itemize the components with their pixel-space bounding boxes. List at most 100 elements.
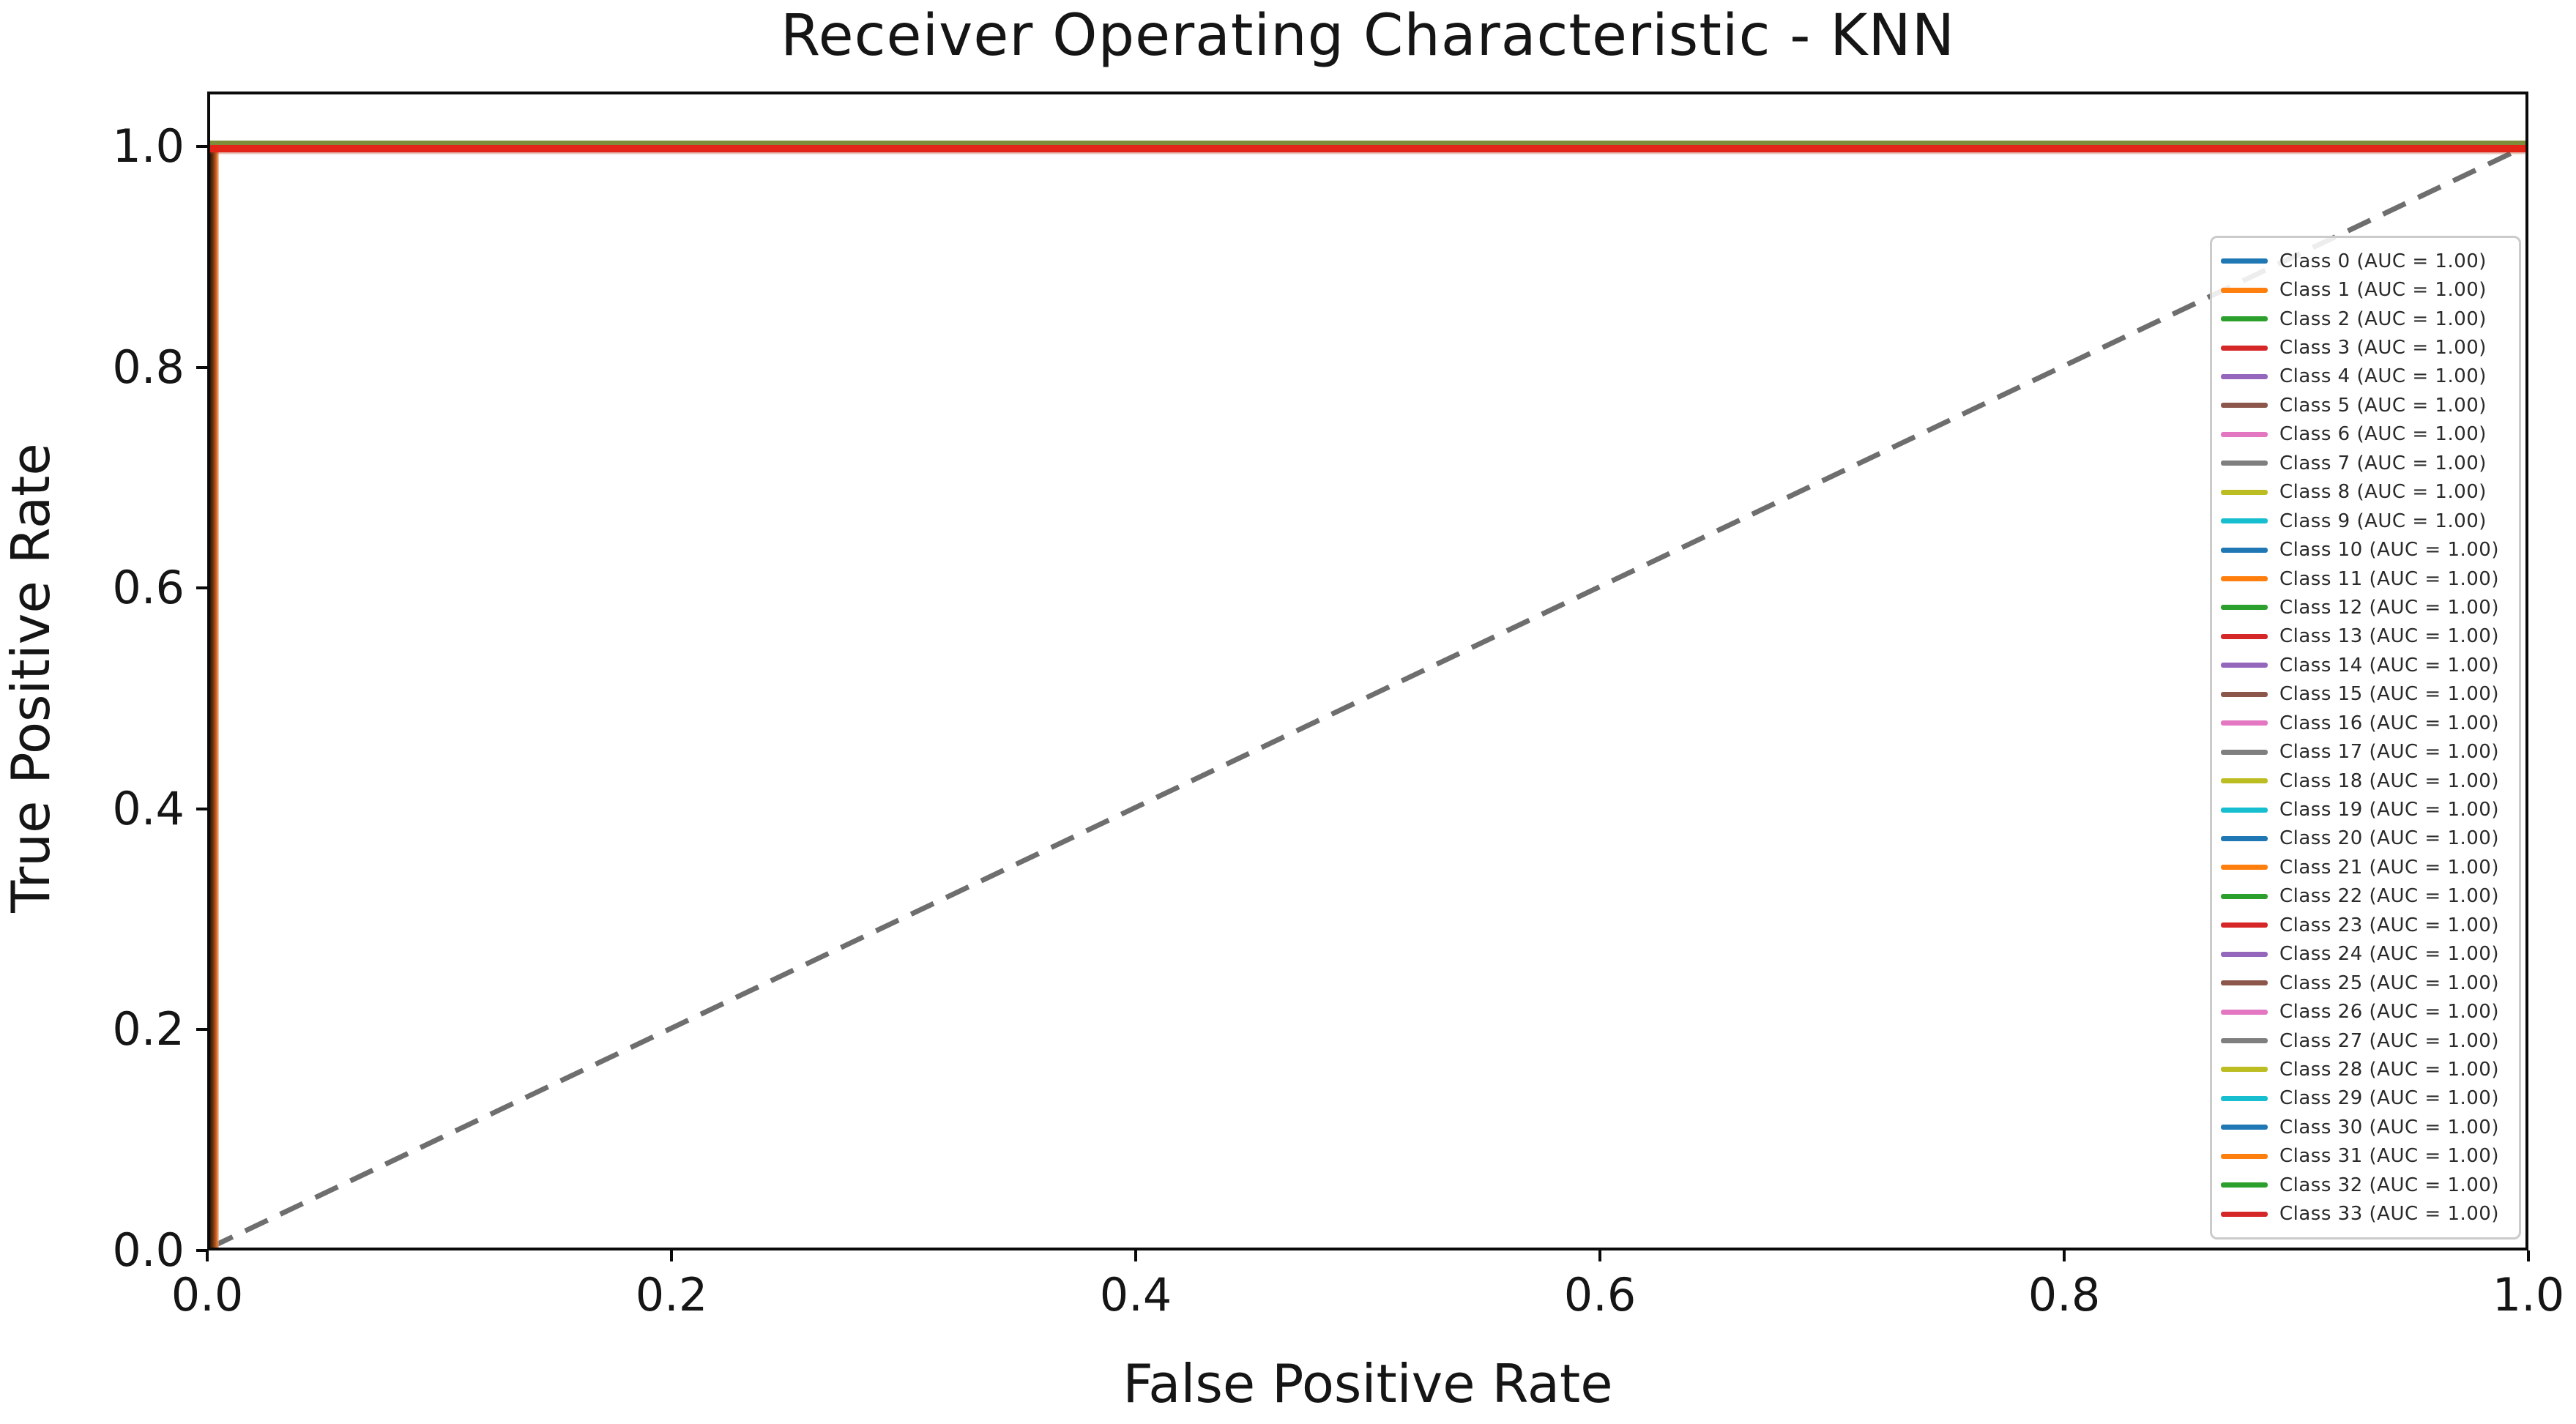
legend-swatch xyxy=(2221,489,2268,495)
legend-label: Class 23 (AUC = 1.00) xyxy=(2279,914,2499,936)
legend-label: Class 28 (AUC = 1.00) xyxy=(2279,1058,2499,1081)
legend-item: Class 1 (AUC = 1.00) xyxy=(2221,276,2513,304)
legend-item: Class 26 (AUC = 1.00) xyxy=(2221,998,2513,1026)
legend-label: Class 29 (AUC = 1.00) xyxy=(2279,1087,2499,1110)
legend-swatch xyxy=(2221,1095,2268,1101)
y-tick-mark xyxy=(196,807,207,810)
legend-swatch xyxy=(2221,922,2268,928)
x-tick-mark xyxy=(670,1250,673,1261)
legend-item: Class 0 (AUC = 1.00) xyxy=(2221,247,2513,275)
legend-item: Class 10 (AUC = 1.00) xyxy=(2221,536,2513,564)
legend-label: Class 12 (AUC = 1.00) xyxy=(2279,596,2499,619)
y-tick-mark xyxy=(196,1028,207,1032)
x-tick-label: 0.4 xyxy=(1099,1268,1172,1322)
x-tick-label: 1.0 xyxy=(2492,1268,2565,1322)
legend-label: Class 2 (AUC = 1.00) xyxy=(2279,307,2487,330)
legend-swatch xyxy=(2221,461,2268,466)
legend-item: Class 12 (AUC = 1.00) xyxy=(2221,594,2513,622)
y-axis-label: True Positive Rate xyxy=(0,443,62,913)
legend-swatch xyxy=(2221,547,2268,553)
legend-item: Class 16 (AUC = 1.00) xyxy=(2221,709,2513,737)
legend-item: Class 15 (AUC = 1.00) xyxy=(2221,680,2513,708)
legend-label: Class 18 (AUC = 1.00) xyxy=(2279,769,2499,792)
legend-label: Class 22 (AUC = 1.00) xyxy=(2279,885,2499,908)
legend-item: Class 13 (AUC = 1.00) xyxy=(2221,622,2513,650)
legend-swatch xyxy=(2221,345,2268,351)
legend-item: Class 4 (AUC = 1.00) xyxy=(2221,362,2513,390)
legend-label: Class 1 (AUC = 1.00) xyxy=(2279,279,2487,302)
legend-item: Class 31 (AUC = 1.00) xyxy=(2221,1142,2513,1170)
legend-swatch xyxy=(2221,431,2268,437)
roc-curves-top-segment-olive xyxy=(210,141,2525,145)
legend-item: Class 18 (AUC = 1.00) xyxy=(2221,767,2513,795)
legend-swatch xyxy=(2221,1211,2268,1217)
legend-swatch xyxy=(2221,1153,2268,1159)
legend-label: Class 6 (AUC = 1.00) xyxy=(2279,423,2487,446)
legend-label: Class 13 (AUC = 1.00) xyxy=(2279,625,2499,648)
legend-swatch xyxy=(2221,518,2268,524)
legend-item: Class 24 (AUC = 1.00) xyxy=(2221,940,2513,968)
legend-swatch xyxy=(2221,258,2268,264)
legend-item: Class 14 (AUC = 1.00) xyxy=(2221,652,2513,679)
legend-swatch xyxy=(2221,951,2268,957)
x-tick-mark xyxy=(1598,1250,1601,1261)
legend-label: Class 5 (AUC = 1.00) xyxy=(2279,394,2487,417)
legend-label: Class 16 (AUC = 1.00) xyxy=(2279,712,2499,734)
legend-item: Class 9 (AUC = 1.00) xyxy=(2221,507,2513,535)
x-tick-mark xyxy=(2527,1250,2530,1261)
legend-swatch xyxy=(2221,865,2268,871)
legend-swatch xyxy=(2221,663,2268,668)
y-tick-label: 0.0 xyxy=(112,1223,185,1277)
x-tick-label: 0.6 xyxy=(1563,1268,1637,1322)
legend-swatch xyxy=(2221,720,2268,726)
legend-item: Class 17 (AUC = 1.00) xyxy=(2221,738,2513,766)
chart-title: Receiver Operating Characteristic - KNN xyxy=(780,3,1956,69)
legend: Class 0 (AUC = 1.00) Class 1 (AUC = 1.00)… xyxy=(2210,236,2521,1240)
y-tick-label: 0.6 xyxy=(112,561,185,615)
legend-swatch xyxy=(2221,287,2268,293)
legend-swatch xyxy=(2221,1067,2268,1073)
legend-label: Class 8 (AUC = 1.00) xyxy=(2279,481,2487,504)
y-tick-mark xyxy=(196,586,207,590)
legend-item: Class 19 (AUC = 1.00) xyxy=(2221,796,2513,824)
legend-item: Class 23 (AUC = 1.00) xyxy=(2221,912,2513,939)
y-tick-label: 1.0 xyxy=(112,119,185,174)
legend-swatch xyxy=(2221,835,2268,841)
legend-swatch xyxy=(2221,980,2268,986)
legend-swatch xyxy=(2221,1125,2268,1130)
x-tick-mark xyxy=(2063,1250,2066,1261)
legend-label: Class 10 (AUC = 1.00) xyxy=(2279,539,2499,562)
legend-label: Class 33 (AUC = 1.00) xyxy=(2279,1203,2499,1226)
legend-item: Class 27 (AUC = 1.00) xyxy=(2221,1027,2513,1055)
legend-swatch xyxy=(2221,807,2268,813)
y-tick-mark xyxy=(196,365,207,369)
legend-label: Class 17 (AUC = 1.00) xyxy=(2279,741,2499,764)
legend-item: Class 21 (AUC = 1.00) xyxy=(2221,854,2513,881)
y-tick-label: 0.4 xyxy=(112,781,185,835)
legend-swatch xyxy=(2221,778,2268,784)
legend-swatch xyxy=(2221,893,2268,899)
legend-label: Class 20 (AUC = 1.00) xyxy=(2279,827,2499,850)
legend-label: Class 21 (AUC = 1.00) xyxy=(2279,856,2499,879)
x-tick-mark xyxy=(1134,1250,1137,1261)
legend-label: Class 25 (AUC = 1.00) xyxy=(2279,972,2499,994)
legend-label: Class 7 (AUC = 1.00) xyxy=(2279,452,2487,474)
legend-swatch xyxy=(2221,1038,2268,1044)
plot-area xyxy=(207,92,2528,1250)
chance-diagonal-dashed-line xyxy=(210,143,2525,1248)
legend-swatch xyxy=(2221,316,2268,322)
legend-label: Class 30 (AUC = 1.00) xyxy=(2279,1116,2499,1138)
legend-item: Class 29 (AUC = 1.00) xyxy=(2221,1084,2513,1112)
legend-label: Class 32 (AUC = 1.00) xyxy=(2279,1174,2499,1196)
x-tick-label: 0.2 xyxy=(635,1268,708,1322)
legend-label: Class 14 (AUC = 1.00) xyxy=(2279,654,2499,676)
legend-item: Class 30 (AUC = 1.00) xyxy=(2221,1114,2513,1141)
legend-item: Class 25 (AUC = 1.00) xyxy=(2221,969,2513,997)
roc-curves-top-segment-red xyxy=(210,145,2525,152)
legend-swatch xyxy=(2221,633,2268,639)
legend-label: Class 31 (AUC = 1.00) xyxy=(2279,1145,2499,1168)
legend-label: Class 15 (AUC = 1.00) xyxy=(2279,683,2499,706)
legend-item: Class 5 (AUC = 1.00) xyxy=(2221,392,2513,420)
legend-item: Class 3 (AUC = 1.00) xyxy=(2221,334,2513,362)
